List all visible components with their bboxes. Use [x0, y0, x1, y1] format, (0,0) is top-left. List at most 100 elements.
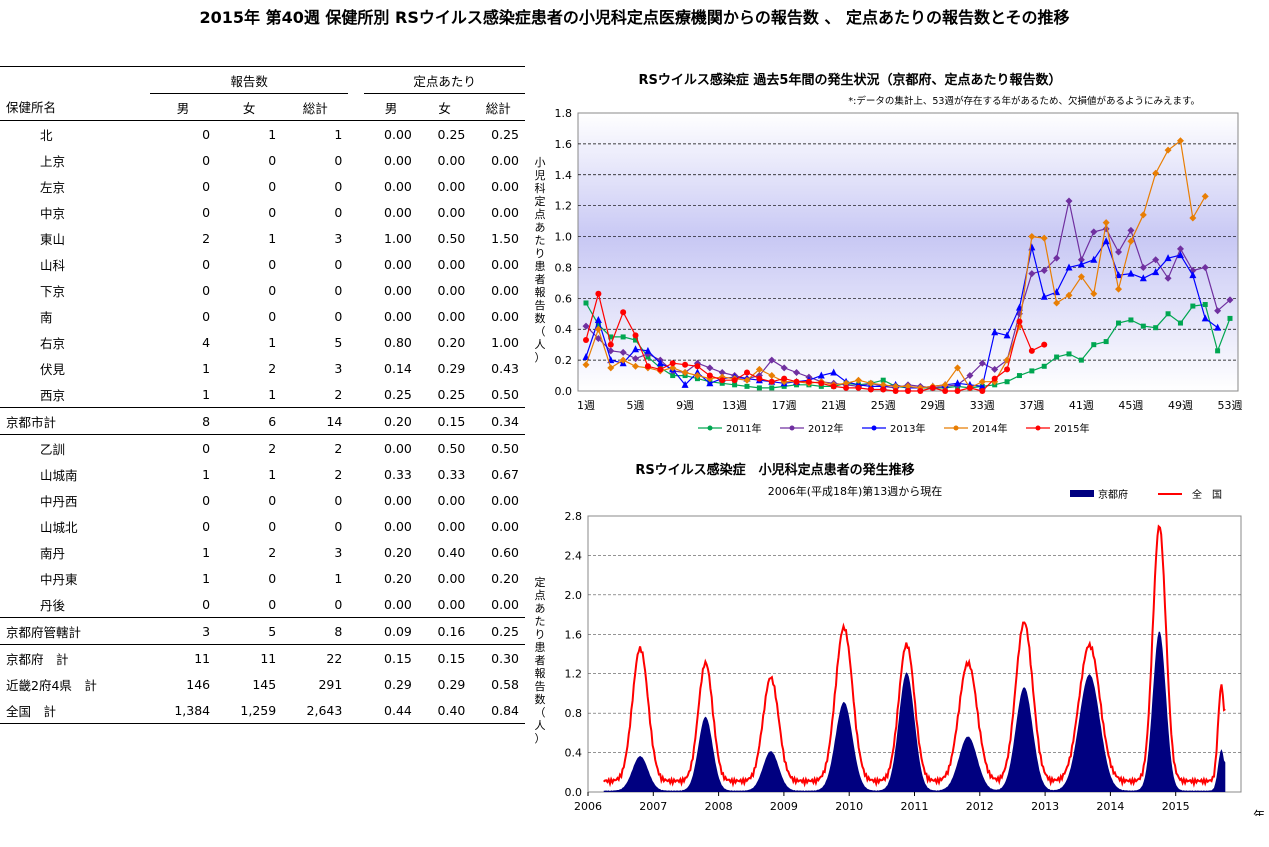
chart1-data-point — [1053, 254, 1061, 262]
cell-f: 0 — [268, 308, 277, 324]
chart1-data-point — [1139, 263, 1147, 271]
cell-t: 0 — [334, 204, 343, 220]
cell-m: 1 — [202, 360, 211, 376]
cell-m: 1,384 — [150, 697, 217, 724]
chart2-x-tick-label: 2015 — [1162, 800, 1190, 813]
chart1-data-point — [744, 383, 750, 389]
column-gap — [348, 697, 365, 724]
chart1-data-point — [594, 315, 602, 323]
chart1-data-point — [1226, 296, 1234, 304]
chart1-y-label-char: 数 — [535, 312, 546, 325]
cell-t: 0 — [334, 152, 343, 168]
chart1-data-point — [744, 369, 750, 376]
chart1-legend-marker — [953, 425, 959, 431]
chart1-data-point — [1215, 348, 1221, 354]
cell-pt: 1.00 — [491, 334, 519, 350]
chart1-data-point — [954, 388, 961, 394]
cell-pm: 0.20 — [364, 407, 418, 435]
chart1-data-point — [595, 322, 601, 328]
cell-f: 0 — [268, 152, 277, 168]
chart1-legend-label: 2011年 — [726, 422, 761, 435]
chart1-data-point — [904, 382, 912, 390]
chart2-y-ticks: 0.0 0.4 0.8 1.2 1.6 2.0 2.4 2.8 — [565, 510, 583, 799]
chart1-data-point — [1102, 237, 1110, 245]
cell-t: 1 — [334, 126, 343, 142]
chart1-data-point — [706, 364, 714, 372]
row-name: 中京 — [40, 205, 66, 221]
chart1-data-point — [817, 371, 825, 379]
chart1-x-tick-label: 29週 — [920, 399, 945, 412]
cell-f: 2 — [268, 544, 277, 560]
chart1-data-point — [979, 388, 986, 394]
chart1-data-point — [706, 379, 714, 387]
chart1-y-tick-label: 1.2 — [555, 200, 573, 213]
chart1-x-ticks: 1週 5週 9週 13週 17週 21週 25週 29週 33週 37週 41週 45週 49週 53週 — [577, 399, 1243, 412]
chart1-data-point — [1227, 315, 1233, 321]
chart1-data-point — [1028, 233, 1036, 241]
row-name: 伏見 — [40, 361, 66, 377]
cell-m: 1 — [202, 386, 211, 402]
chart1-data-point — [1176, 251, 1184, 259]
chart2-legend-kyoto-label: 京都府 — [1098, 488, 1128, 501]
header-per-total: 総計 — [471, 93, 525, 121]
cell-pm: 0.00 — [384, 178, 412, 194]
chart2-x-ticks: 2006 2007 2008 2009 2010 2011 2012 2013 2014 2015 — [574, 792, 1190, 813]
page-title: 2015年 第40週 保健所別 RSウイルス感染症患者の小児科定点医療機関からの… — [199, 8, 1070, 27]
chart2-x-tick-label: 2012 — [966, 800, 994, 813]
chart1-data-point — [917, 388, 924, 394]
chart2-x-tick-label: 2011 — [901, 800, 929, 813]
chart2-title: RSウイルス感染症 小児科定点患者の発生推移 — [635, 462, 914, 478]
table-row: 中丹西 0 0 0 0.00 0.00 0.00 — [0, 487, 525, 513]
chart1-data-point — [620, 309, 627, 316]
cell-pm: 0.00 — [384, 440, 412, 456]
chart1-y-label-char: 科 — [535, 181, 546, 195]
cell-t: 2 — [334, 386, 343, 402]
chart1-legend-label: 2013年 — [890, 422, 925, 435]
chart1-data-point — [1090, 255, 1098, 263]
header-gap — [348, 66, 365, 94]
chart1-data-point — [1164, 274, 1172, 282]
column-gap — [348, 355, 364, 381]
chart1-data-point — [583, 337, 589, 344]
cell-f: 145 — [252, 676, 277, 692]
chart1-data-point — [830, 383, 837, 390]
cell-pm: 0.00 — [384, 518, 412, 534]
chart1-data-point — [818, 380, 825, 387]
cell-f: 2 — [268, 360, 277, 376]
cell-m: 0 — [202, 308, 211, 324]
row-name: 山科 — [40, 257, 66, 273]
column-gap — [348, 565, 364, 591]
chart1-data-point — [818, 383, 824, 389]
chart2-y-label-char: 定 — [535, 575, 546, 589]
cell-pf: 0.33 — [437, 466, 466, 482]
weekly-line-chart: RSウイルス感染症 過去5年間の発生状況（京都府、定点あたり報告数） *:データ… — [535, 72, 1243, 435]
chart1-data-point — [1127, 226, 1135, 234]
header-blank — [0, 66, 150, 94]
chart1-y-tick-label: 1.4 — [555, 169, 573, 182]
cell-t: 22 — [326, 650, 343, 666]
column-gap — [348, 539, 364, 565]
cell-m: 1 — [202, 466, 211, 482]
cell-m: 146 — [186, 676, 211, 692]
chart1-data-point — [731, 377, 738, 384]
cell-pt: 0.50 — [491, 440, 519, 456]
chart1-data-point — [732, 382, 738, 388]
table-row: 京都市計 8 6 14 0.20 0.15 0.34 — [0, 407, 525, 435]
chart1-data-point — [670, 373, 676, 379]
chart1-data-point — [780, 364, 788, 372]
cell-pt: 0.00 — [491, 204, 519, 220]
chart1-data-point — [632, 332, 639, 339]
header-per-male: 男 — [364, 93, 418, 121]
cell-pf: 0.00 — [437, 492, 466, 508]
chart1-x-tick-label: 9週 — [676, 399, 694, 412]
cell-pm: 0.20 — [384, 570, 412, 586]
chart1-data-point — [991, 328, 999, 336]
table-row: 乙訓 0 2 2 0.00 0.50 0.50 — [0, 435, 525, 462]
chart1-data-point — [682, 361, 689, 368]
cell-pm: 0.00 — [384, 282, 412, 298]
cell-m: 0 — [202, 256, 211, 272]
cell-pt: 0.43 — [491, 360, 519, 376]
chart1-data-point — [582, 361, 590, 369]
chart1-gridlines — [578, 143, 1238, 361]
chart1-plot-area — [577, 112, 1239, 392]
